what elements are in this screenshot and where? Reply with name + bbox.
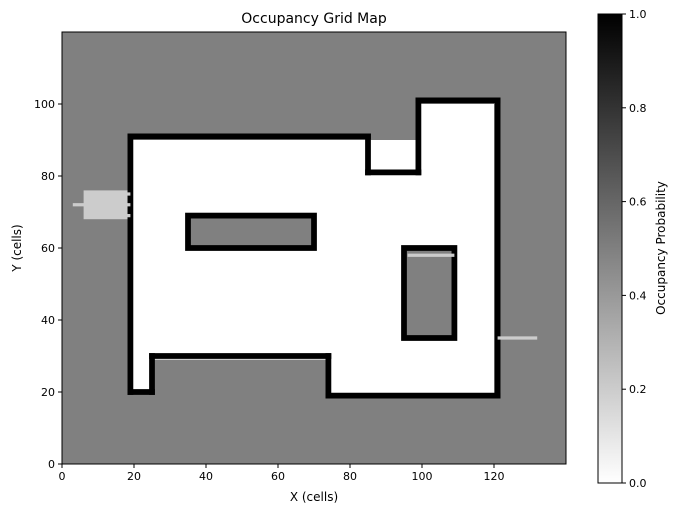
x-tick-label: 120 [484,470,505,483]
colorbar-gradient [597,13,623,484]
x-axis-ticks: 0 20 40 60 80 100 120 [59,464,505,483]
x-tick-label: 20 [127,470,141,483]
y-axis-ticks: 0 20 40 60 80 100 [34,98,62,471]
y-tick-label: 80 [41,170,55,183]
chart-title: Occupancy Grid Map [241,11,387,27]
free-space-region [328,356,494,396]
colorbar: 0.0 0.2 0.4 0.6 0.8 1.0 Occupancy Probability [597,8,668,490]
x-tick-label: 80 [343,470,357,483]
y-tick-label: 20 [41,386,55,399]
x-tick-label: 100 [412,470,433,483]
obstacle-block [401,245,458,341]
free-space-region [130,356,152,392]
colorbar-tick-label: 0.0 [629,477,647,490]
y-tick-label: 100 [34,98,55,111]
plot-area [62,32,566,464]
x-tick-label: 0 [59,470,66,483]
colorbar-ticks: 0.0 0.2 0.4 0.6 0.8 1.0 [622,8,647,490]
x-tick-label: 60 [271,470,285,483]
y-tick-label: 60 [41,242,55,255]
colorbar-tick-label: 0.6 [629,196,647,209]
y-tick-label: 40 [41,314,55,327]
free-space-region [418,104,494,144]
y-tick-label: 0 [48,458,55,471]
y-axis-label: Y (cells) [10,224,24,272]
colorbar-label: Occupancy Probability [654,181,668,315]
colorbar-tick-label: 0.8 [629,102,647,115]
wall-layer [127,97,501,399]
colorbar-tick-label: 0.4 [629,289,647,302]
obstacle-layer [185,212,458,341]
x-axis-label: X (cells) [290,490,338,504]
colorbar-tick-label: 0.2 [629,383,647,396]
obstacle-block [185,212,317,251]
x-tick-label: 40 [199,470,213,483]
colorbar-tick-label: 1.0 [629,8,647,21]
sensor-ray-layer [72,192,538,340]
